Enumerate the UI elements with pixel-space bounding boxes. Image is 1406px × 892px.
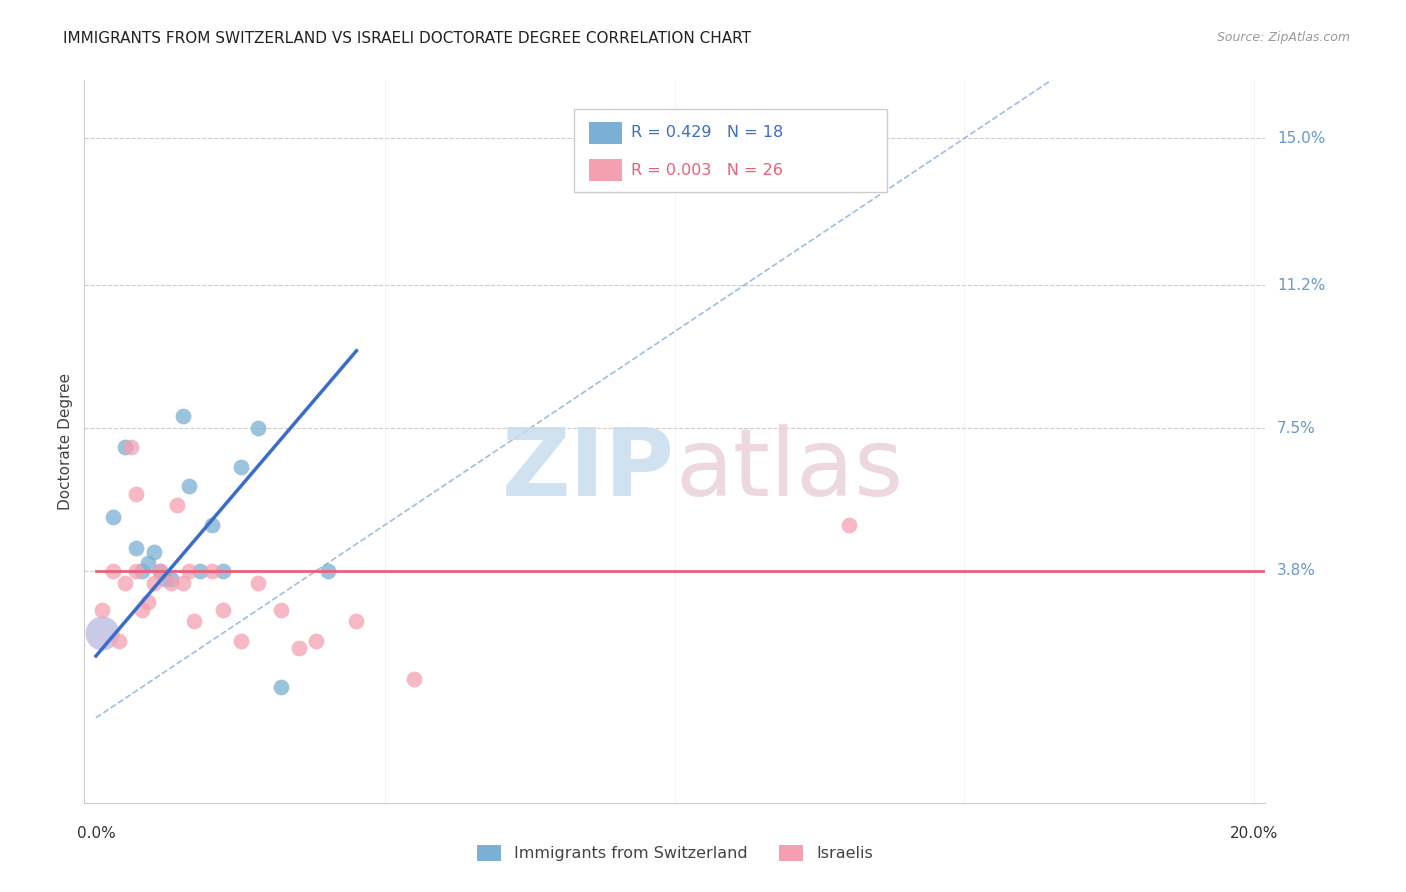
Point	[136, 595, 159, 609]
Text: atlas: atlas	[675, 425, 903, 516]
Text: IMMIGRANTS FROM SWITZERLAND VS ISRAELI DOCTORATE DEGREE CORRELATION CHART: IMMIGRANTS FROM SWITZERLAND VS ISRAELI D…	[63, 31, 751, 46]
Point	[346, 614, 368, 628]
Point	[404, 672, 426, 686]
Text: 0.0%: 0.0%	[76, 826, 115, 841]
Point	[201, 564, 224, 578]
Point	[114, 440, 136, 454]
Point	[131, 602, 153, 616]
Point	[120, 440, 142, 454]
Point	[125, 486, 148, 500]
Point	[212, 564, 235, 578]
Point	[316, 564, 339, 578]
Point	[287, 641, 309, 656]
Text: 15.0%: 15.0%	[1277, 131, 1326, 145]
Point	[188, 564, 211, 578]
Point	[108, 633, 131, 648]
Point	[125, 541, 148, 555]
Legend: Immigrants from Switzerland, Israelis: Immigrants from Switzerland, Israelis	[471, 838, 879, 868]
Point	[142, 544, 165, 558]
Point	[270, 680, 292, 694]
Point	[136, 556, 159, 570]
Text: R = 0.003   N = 26: R = 0.003 N = 26	[631, 162, 783, 178]
Point	[247, 421, 270, 435]
Point	[103, 509, 125, 524]
Point	[114, 575, 136, 590]
Point	[229, 633, 252, 648]
Text: 7.5%: 7.5%	[1277, 420, 1316, 435]
Point	[155, 572, 177, 586]
FancyBboxPatch shape	[575, 109, 887, 193]
Point	[131, 564, 153, 578]
Point	[212, 602, 235, 616]
Point	[201, 517, 224, 532]
Text: 11.2%: 11.2%	[1277, 277, 1326, 293]
Y-axis label: Doctorate Degree: Doctorate Degree	[58, 373, 73, 510]
Bar	[589, 159, 621, 181]
Point	[142, 575, 165, 590]
Point	[90, 602, 112, 616]
Point	[305, 633, 328, 648]
Point	[90, 625, 112, 640]
Point	[838, 517, 860, 532]
Point	[103, 564, 125, 578]
Point	[149, 564, 172, 578]
Point	[177, 564, 200, 578]
Text: 3.8%: 3.8%	[1277, 564, 1316, 579]
Point	[270, 602, 292, 616]
Point	[172, 575, 194, 590]
Point	[177, 479, 200, 493]
Point	[160, 575, 183, 590]
Text: R = 0.429   N = 18: R = 0.429 N = 18	[631, 125, 783, 140]
Point	[125, 564, 148, 578]
Text: ZIP: ZIP	[502, 425, 675, 516]
Point	[149, 564, 172, 578]
Point	[247, 575, 270, 590]
Point	[166, 498, 188, 512]
Bar	[589, 122, 621, 144]
Point	[229, 459, 252, 474]
Point	[160, 572, 183, 586]
Point	[172, 409, 194, 424]
Text: Source: ZipAtlas.com: Source: ZipAtlas.com	[1216, 31, 1350, 45]
Point	[183, 614, 205, 628]
Text: 20.0%: 20.0%	[1230, 826, 1278, 841]
